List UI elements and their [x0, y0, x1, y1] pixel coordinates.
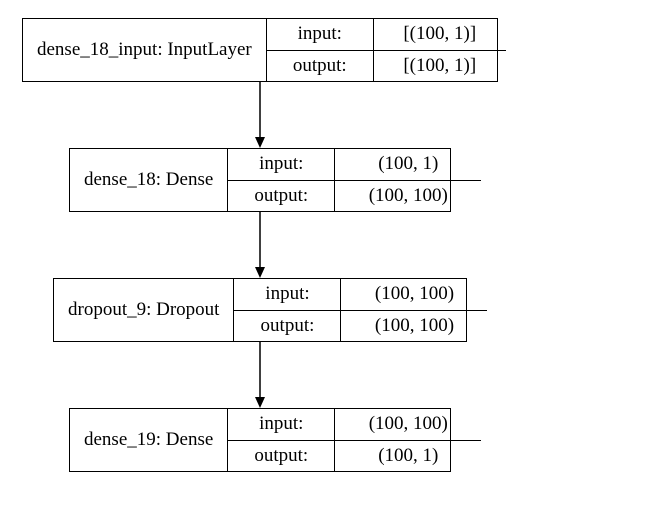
- layer-io: input:(100, 100)output:(100, 100): [233, 279, 487, 341]
- edge-arrow: [250, 82, 270, 148]
- io-value-input: [(100, 1)]: [373, 19, 506, 50]
- io-row-output: output:(100, 100): [228, 180, 481, 212]
- layer-io: input:(100, 100)output:(100, 1): [227, 409, 481, 471]
- layer-node: dense_19: Denseinput:(100, 100)output:(1…: [69, 408, 451, 472]
- layer-node: dropout_9: Dropoutinput:(100, 100)output…: [53, 278, 467, 342]
- io-label-input: input:: [234, 279, 340, 310]
- layer-io: input:[(100, 1)]output:[(100, 1)]: [266, 19, 506, 81]
- io-row-output: output:[(100, 1)]: [267, 50, 506, 82]
- layer-node: dense_18: Denseinput:(100, 1)output:(100…: [69, 148, 451, 212]
- io-label-input: input:: [228, 409, 334, 440]
- layer-name: dropout_9: Dropout: [54, 279, 233, 341]
- io-value-input: (100, 100): [334, 409, 481, 440]
- io-value-input: (100, 1): [334, 149, 481, 180]
- io-value-output: (100, 100): [334, 181, 481, 212]
- io-label-input: input:: [228, 149, 334, 180]
- io-label-output: output:: [267, 51, 373, 82]
- io-value-input: (100, 100): [340, 279, 487, 310]
- io-value-output: (100, 100): [340, 311, 487, 342]
- io-label-output: output:: [234, 311, 340, 342]
- layer-name: dense_19: Dense: [70, 409, 227, 471]
- io-row-output: output:(100, 100): [234, 310, 487, 342]
- edge-arrow: [250, 342, 270, 408]
- layer-name: dense_18: Dense: [70, 149, 227, 211]
- layer-io: input:(100, 1)output:(100, 100): [227, 149, 481, 211]
- io-value-output: [(100, 1)]: [373, 51, 506, 82]
- layer-name: dense_18_input: InputLayer: [23, 19, 266, 81]
- io-row-output: output:(100, 1): [228, 440, 481, 472]
- edge-arrow: [250, 212, 270, 278]
- io-value-output: (100, 1): [334, 441, 481, 472]
- io-row-input: input:(100, 1): [228, 149, 481, 180]
- io-row-input: input:(100, 100): [228, 409, 481, 440]
- io-label-input: input:: [267, 19, 373, 50]
- layer-node: dense_18_input: InputLayerinput:[(100, 1…: [22, 18, 498, 82]
- model-diagram: dense_18_input: InputLayerinput:[(100, 1…: [0, 0, 664, 516]
- io-label-output: output:: [228, 441, 334, 472]
- io-row-input: input:[(100, 1)]: [267, 19, 506, 50]
- io-row-input: input:(100, 100): [234, 279, 487, 310]
- io-label-output: output:: [228, 181, 334, 212]
